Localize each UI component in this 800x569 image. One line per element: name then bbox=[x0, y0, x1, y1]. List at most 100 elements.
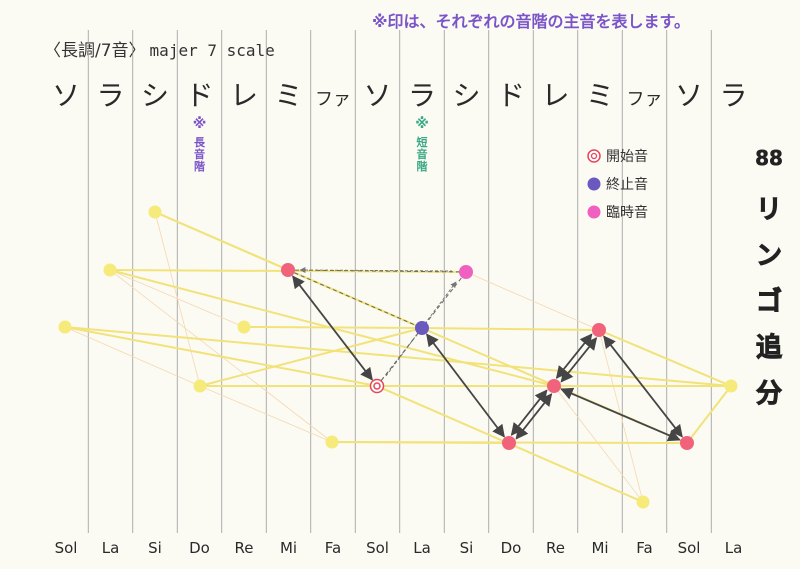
side-title-char: 追 bbox=[756, 332, 782, 363]
tonic-mark: ※ bbox=[415, 116, 429, 132]
scale-node bbox=[103, 263, 117, 277]
legend-label: 臨時音 bbox=[606, 204, 648, 221]
guide-line bbox=[553, 385, 644, 503]
played-node bbox=[281, 263, 295, 277]
top-note-label: ファ bbox=[315, 89, 351, 110]
top-note-label: ファ bbox=[627, 89, 663, 110]
top-note-label: ド bbox=[185, 79, 213, 112]
bottom-note-label: Sol bbox=[678, 539, 701, 557]
tonic-label-char: 音 bbox=[194, 147, 205, 161]
melody-arrow bbox=[560, 337, 598, 383]
played-node bbox=[592, 323, 606, 337]
guide-line bbox=[109, 269, 245, 328]
legend-start-icon bbox=[587, 149, 601, 163]
played-node bbox=[502, 436, 516, 450]
scale-lines bbox=[64, 211, 732, 503]
scale-node bbox=[237, 320, 251, 334]
legend-accidental-icon bbox=[587, 205, 601, 219]
bottom-note-label: Do bbox=[189, 539, 210, 557]
scale-node bbox=[148, 205, 162, 219]
scale-line bbox=[64, 326, 378, 387]
melody-arrow bbox=[426, 333, 505, 438]
legend-end-icon bbox=[587, 177, 601, 191]
side-title-char: 分 bbox=[756, 379, 782, 409]
accidental-node bbox=[459, 265, 473, 279]
top-note-label: レ bbox=[230, 79, 258, 112]
top-note-label: ソ bbox=[52, 79, 80, 112]
scale-node bbox=[636, 495, 650, 509]
scale-node bbox=[325, 435, 339, 449]
melody-arrow bbox=[510, 389, 548, 436]
scale-line bbox=[686, 385, 732, 444]
bottom-note-label: Re bbox=[235, 539, 254, 557]
bottom-note-label: Sol bbox=[366, 539, 389, 557]
melody-arrow bbox=[560, 387, 681, 442]
legend-start-icon-inner bbox=[590, 152, 598, 160]
side-title-char: 88 bbox=[755, 146, 783, 170]
bottom-note-label: Mi bbox=[591, 539, 608, 557]
top-note-label: シ bbox=[452, 79, 480, 112]
guide-line bbox=[598, 329, 644, 503]
bottom-note-label: Si bbox=[148, 539, 162, 557]
top-note-label: レ bbox=[541, 79, 569, 112]
dashed-arrow bbox=[385, 281, 457, 377]
start-node bbox=[369, 378, 385, 394]
bottom-note-label: Re bbox=[546, 539, 565, 557]
title-jp: 〈長調/7音〉 bbox=[44, 41, 146, 61]
page-title: 〈長調/7音〉 majer 7 scale bbox=[44, 36, 275, 61]
bottom-note-label: Mi bbox=[280, 539, 297, 557]
tonic-markers: ※ 長音階 ※ 短音階 bbox=[193, 116, 429, 173]
scale-node bbox=[724, 379, 738, 393]
title-en: majer 7 scale bbox=[149, 41, 275, 60]
end-node bbox=[415, 321, 429, 335]
top-note-labels: ソラシドレミファソラシドレミファソラ bbox=[52, 79, 748, 112]
top-note-label: ミ bbox=[274, 79, 302, 112]
side-title-char: ゴ bbox=[756, 286, 782, 317]
top-note-label: ラ bbox=[719, 79, 747, 112]
melody-arrow bbox=[515, 393, 553, 440]
top-note-label: ラ bbox=[408, 79, 436, 112]
legend-label: 終止音 bbox=[606, 176, 648, 193]
start-node-inner bbox=[373, 382, 381, 390]
melody-arrow bbox=[292, 275, 373, 381]
legend-label: 開始音 bbox=[606, 148, 648, 165]
scale-node bbox=[193, 379, 207, 393]
tonic-label-char: 長 bbox=[194, 136, 206, 149]
melody-arrows bbox=[292, 275, 683, 442]
guide-line bbox=[64, 326, 201, 387]
note-nodes bbox=[58, 205, 738, 509]
tonic-mark: ※ bbox=[193, 116, 207, 132]
scale-line bbox=[421, 327, 600, 331]
top-note-label: ミ bbox=[586, 79, 614, 112]
dashed-arrow bbox=[299, 267, 453, 274]
top-note-label: シ bbox=[141, 79, 169, 112]
bottom-note-label: Fa bbox=[636, 539, 652, 557]
side-title-char: ン bbox=[756, 241, 782, 271]
bottom-note-label: Sol bbox=[55, 539, 78, 557]
dashed-line bbox=[376, 327, 423, 387]
side-title-char: リ bbox=[756, 195, 782, 225]
bottom-note-label: La bbox=[725, 539, 743, 557]
scale-note: ※印は、それぞれの音階の主音を表します。 bbox=[372, 12, 690, 31]
top-note-label: ソ bbox=[363, 79, 391, 112]
bottom-note-label: La bbox=[102, 539, 120, 557]
played-node bbox=[680, 436, 694, 450]
tonic-label-char: 階 bbox=[194, 159, 205, 173]
top-note-label: ソ bbox=[675, 79, 703, 112]
scale-node bbox=[58, 320, 72, 334]
melody-arrow bbox=[555, 333, 593, 379]
tonic-label-char: 短 bbox=[417, 135, 428, 149]
tonic-label-char: 階 bbox=[417, 159, 428, 173]
bottom-note-label: Si bbox=[460, 539, 474, 557]
guide-line bbox=[199, 385, 333, 443]
top-note-label: ド bbox=[497, 79, 525, 112]
bottom-note-label: Fa bbox=[325, 539, 341, 557]
top-note-label: ラ bbox=[96, 79, 124, 112]
guide-line bbox=[465, 271, 600, 331]
column-dividers bbox=[87, 30, 712, 533]
played-node bbox=[547, 379, 561, 393]
bottom-note-label: Do bbox=[501, 539, 522, 557]
